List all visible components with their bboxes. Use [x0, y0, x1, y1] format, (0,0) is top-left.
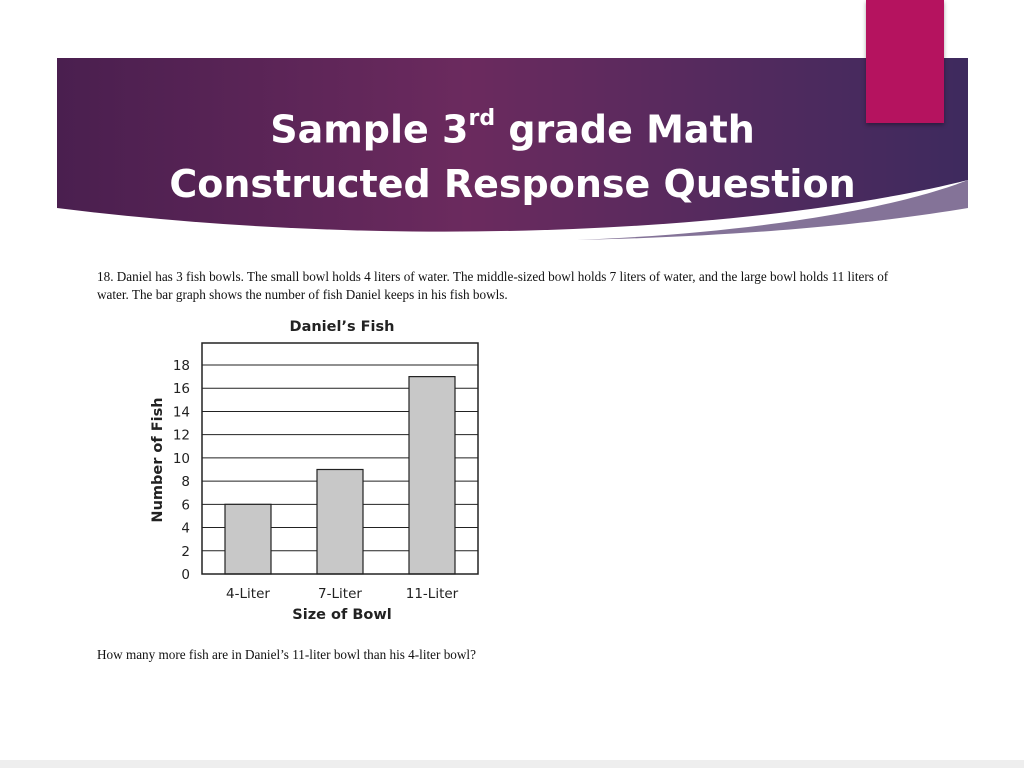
title-line-2: Constructed Response Question [169, 161, 856, 206]
bar-4-liter [224, 503, 272, 575]
title-superscript: rd [468, 106, 496, 131]
bar-7-liter [316, 468, 364, 575]
question-text: 18. Daniel has 3 fish bowls. The small b… [97, 269, 889, 302]
x-tick-label: 11-Liter [406, 586, 459, 602]
plot-area-border [201, 342, 479, 575]
y-tick-label: 6 [181, 497, 190, 513]
accent-rectangle [866, 0, 944, 123]
chart-title: Daniel’s Fish [290, 319, 395, 335]
bar-11-liter [408, 376, 456, 575]
y-tick-label: 14 [173, 404, 190, 420]
bar-chart: Daniel’s Fish 0 2 4 6 8 10 12 14 16 18 4-Liter 7-L… [150, 319, 479, 623]
slide-title: Sample 3rd grade Math Constructed Respon… [57, 96, 968, 211]
x-tick-label: 7-Liter [318, 586, 362, 602]
x-axis-label: Size of Bowl [292, 607, 391, 623]
y-axis-label: Number of Fish [150, 397, 166, 522]
title-banner [57, 58, 968, 240]
y-tick-label: 12 [173, 428, 190, 444]
x-tick-label: 4-Liter [226, 586, 270, 602]
y-tick-label: 4 [181, 521, 190, 537]
y-tick-label: 8 [181, 474, 190, 490]
y-tick-label: 18 [173, 358, 190, 374]
slide-bottom-edge [0, 760, 1024, 768]
title-line-1: Sample 3rd grade Math [270, 106, 755, 152]
y-tick-label: 0 [181, 567, 190, 583]
y-tick-label: 2 [181, 544, 190, 560]
y-tick-label: 16 [173, 381, 190, 397]
y-tick-label: 10 [173, 451, 190, 467]
x-tick-labels: 4-Liter 7-Liter 11-Liter [226, 586, 459, 602]
chart-bars [224, 376, 456, 575]
y-tick-labels: 0 2 4 6 8 10 12 14 16 18 [173, 358, 190, 583]
followup-question: How many more fish are in Daniel’s 11-li… [97, 647, 476, 662]
